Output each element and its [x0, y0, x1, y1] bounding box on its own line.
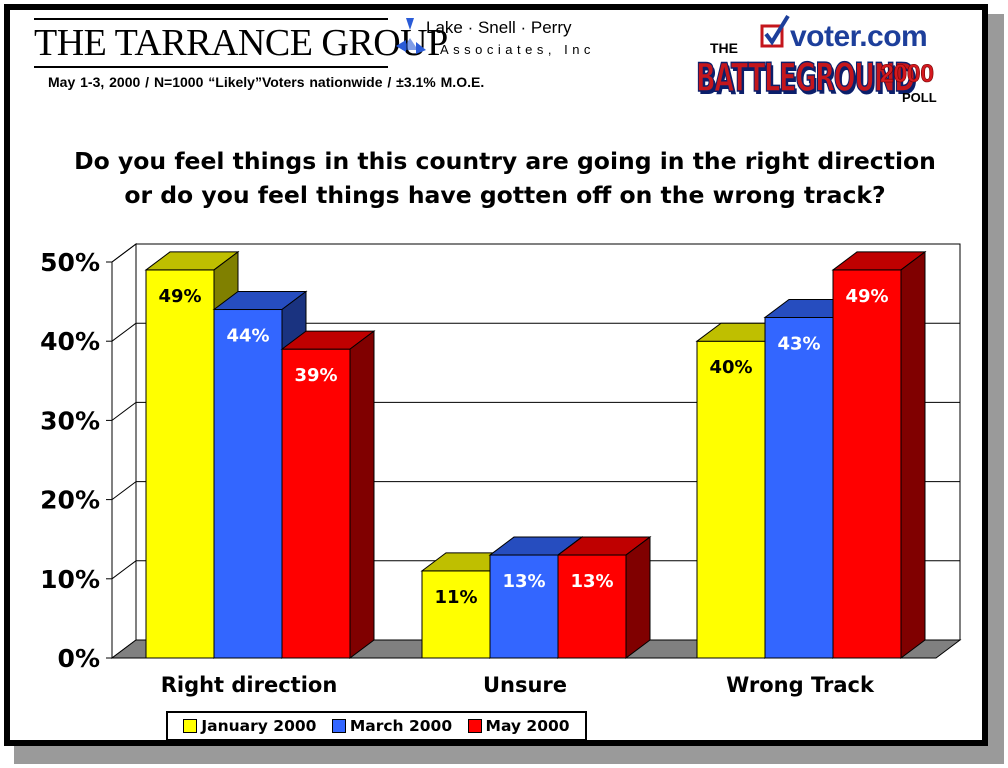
bar-front [696, 340, 766, 659]
lake-snell-perry-subtitle: Associates, Inc [440, 42, 595, 57]
legend-label-march: March 2000 [349, 717, 453, 735]
chart-side-wall [111, 243, 137, 659]
legend-label-january: January 2000 [201, 717, 317, 735]
legend-item-may: May 2000 [467, 717, 570, 735]
bar-value-label: 49% [158, 286, 201, 307]
bar-value-label: 43% [777, 333, 820, 354]
logo-rule-bottom [34, 66, 388, 68]
bar-front [145, 269, 215, 659]
survey-info: May 1-3, 2000 / N=1000 “Likely”Voters na… [48, 74, 485, 90]
chart-legend: January 2000 March 2000 May 2000 [166, 711, 587, 741]
poll-logo-the: THE [710, 40, 738, 56]
lake-snell-perry-name: Lake · Snell · Perry [426, 18, 572, 37]
bar-front [764, 316, 834, 659]
legend-swatch-may [467, 719, 482, 733]
y-tick-label: 20% [40, 486, 100, 515]
bar-value-label: 40% [709, 357, 752, 378]
y-tick-label: 30% [40, 406, 100, 435]
bar-value-label: 44% [226, 326, 269, 347]
x-category-label: Wrong Track [726, 673, 875, 697]
lake-snell-perry-triangle-icon [396, 18, 426, 54]
bar-front [213, 309, 283, 659]
x-category-label: Unsure [483, 673, 567, 697]
legend-item-january: January 2000 [183, 717, 316, 735]
poll-logo-year: 2000 [880, 60, 935, 89]
bar-front [281, 348, 351, 659]
gridline-side [111, 401, 137, 421]
y-tick-label: 40% [40, 327, 100, 356]
bar-value-label: 13% [570, 571, 613, 592]
tarrance-group-name: THE TARRANCE GROUP [34, 22, 448, 64]
y-tick-label: 10% [40, 565, 100, 594]
chart-title-line-1: Do you feel things in this country are g… [74, 147, 936, 175]
logo-rule-top [34, 18, 388, 20]
bar-front [832, 269, 902, 659]
bar-side [349, 330, 375, 659]
gridline-side [111, 322, 137, 342]
poll-logo-site: voter.com [790, 20, 928, 53]
bar-side [900, 250, 926, 659]
gridline-side [111, 560, 137, 580]
bar-front [489, 554, 559, 659]
bar-value-label: 39% [294, 365, 337, 386]
gridline-side [111, 243, 137, 263]
legend-swatch-january [183, 719, 198, 733]
bar-front [557, 554, 627, 659]
x-category-label: Right direction [161, 673, 338, 697]
tarrance-group-logo: THE TARRANCE GROUP [34, 18, 448, 68]
chart-title: Do you feel things in this country are g… [40, 144, 970, 212]
gridline-side [111, 481, 137, 501]
legend-item-march: March 2000 [331, 717, 453, 735]
bar-value-label: 11% [434, 587, 477, 608]
y-tick-label: 50% [40, 248, 100, 277]
poll-logo-name: BATTLEGROUND [696, 55, 916, 102]
bar-value-label: 13% [502, 571, 545, 592]
poll-logo-poll: POLL [902, 90, 937, 105]
bar-side [625, 536, 651, 659]
legend-label-may: May 2000 [485, 717, 570, 735]
legend-swatch-march [331, 719, 346, 733]
bar-front [421, 570, 491, 659]
y-tick-label: 0% [58, 644, 100, 673]
checkbox-icon [760, 14, 790, 48]
bar-value-label: 49% [845, 286, 888, 307]
chart-title-line-2: or do you feel things have gotten off on… [124, 181, 886, 209]
